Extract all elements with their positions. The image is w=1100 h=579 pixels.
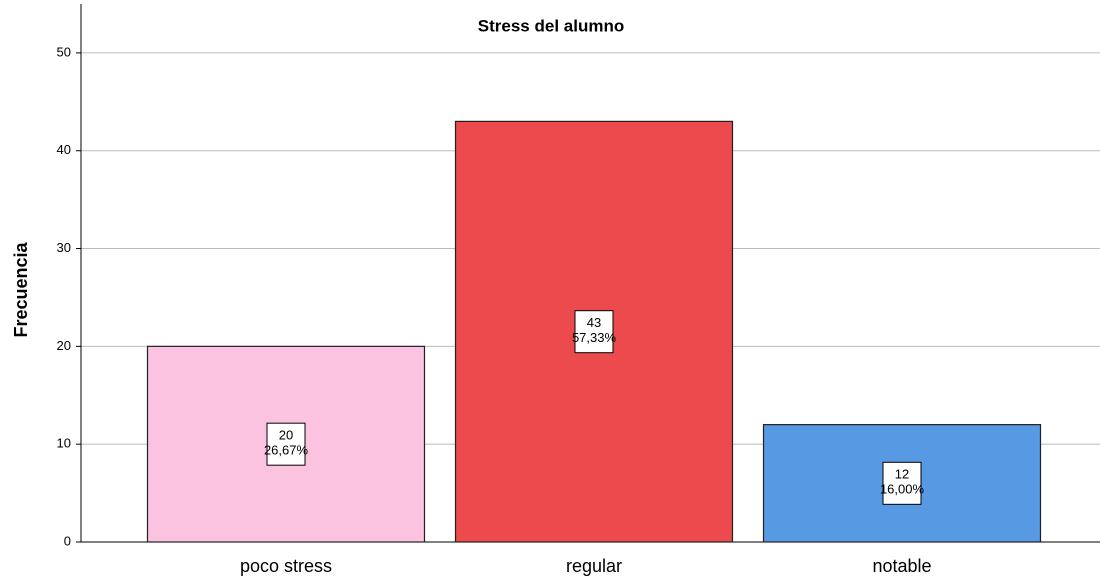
y-axis-label: Frecuencia [11,241,31,337]
data-label: 20 [279,428,293,443]
data-label: 12 [895,467,909,482]
data-label-box [266,422,306,466]
y-tick-label: 20 [57,338,71,353]
y-tick-label: 50 [57,44,71,59]
x-tick-label: notable [872,556,931,576]
data-label-percent: 16,00% [880,482,925,497]
data-label-percent: 26,67% [264,443,309,458]
data-label: 43 [587,315,601,330]
y-tick-label: 10 [57,436,71,451]
y-tick-label: 40 [57,142,71,157]
y-tick-label: 0 [64,533,71,548]
y-tick-label: 30 [57,240,71,255]
chart-title: Stress del alumno [478,16,624,35]
data-label-box [574,310,614,354]
data-label-percent: 57,33% [572,330,617,345]
x-tick-label: poco stress [240,556,332,576]
x-tick-label: regular [566,556,622,576]
data-label-box [882,461,922,505]
